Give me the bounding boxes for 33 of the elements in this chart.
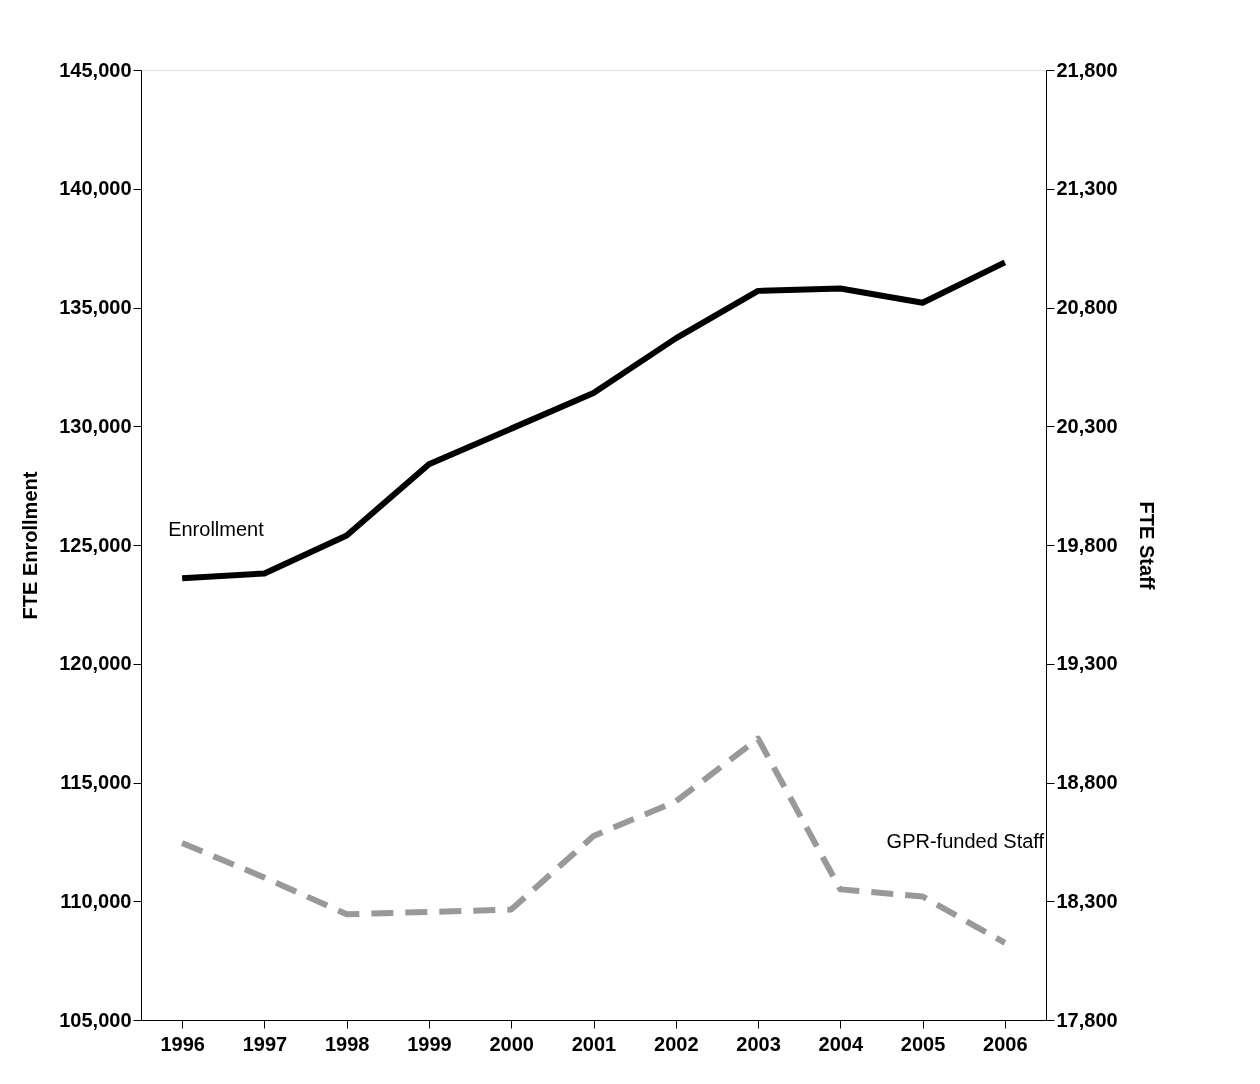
y-tick-label: 120,000 xyxy=(59,652,132,675)
y2-tick-label: 20,300 xyxy=(1056,414,1118,437)
y2-tick-label: 19,800 xyxy=(1056,533,1118,556)
x-tick-label: 2005 xyxy=(900,1032,946,1055)
x-tick-label: 2006 xyxy=(983,1032,1028,1055)
x-tick-label: 2001 xyxy=(571,1032,617,1055)
y2-axis-title: FTE Staff xyxy=(1135,501,1158,590)
y-tick-label: 105,000 xyxy=(59,1008,132,1031)
y-tick-label: 110,000 xyxy=(60,889,132,912)
x-tick-label: 2002 xyxy=(654,1032,699,1055)
y-tick-label: 145,000 xyxy=(59,58,132,81)
x-tick-label: 1998 xyxy=(324,1032,370,1055)
y-axis-title: FTE Enrollment xyxy=(19,471,42,620)
y-tick-label: 125,000 xyxy=(59,533,132,556)
x-tick-label: 2003 xyxy=(736,1032,781,1055)
y-tick-label: 115,000 xyxy=(60,771,132,793)
x-tick-label: 2000 xyxy=(489,1032,534,1055)
y2-tick-label: 17,800 xyxy=(1056,1008,1118,1031)
y2-tick-label: 21,300 xyxy=(1056,177,1118,200)
series-label: Enrollment xyxy=(168,518,265,541)
y2-tick-label: 19,300 xyxy=(1056,652,1118,675)
y-tick-label: 135,000 xyxy=(59,296,132,318)
y2-tick-label: 21,800 xyxy=(1056,58,1118,81)
y2-tick-label: 18,300 xyxy=(1056,889,1118,912)
y2-tick-label: 18,800 xyxy=(1056,771,1118,793)
y-tick-label: 140,000 xyxy=(59,177,132,200)
x-tick-label: 1999 xyxy=(407,1032,452,1055)
y-tick-label: 130,000 xyxy=(59,414,132,437)
x-tick-label: 1996 xyxy=(160,1032,205,1055)
text: GPR-funded Staff xyxy=(886,829,1045,852)
x-tick-label: 2004 xyxy=(818,1032,864,1055)
x-tick-label: 1997 xyxy=(242,1032,288,1055)
y2-tick-label: 20,800 xyxy=(1056,296,1118,318)
